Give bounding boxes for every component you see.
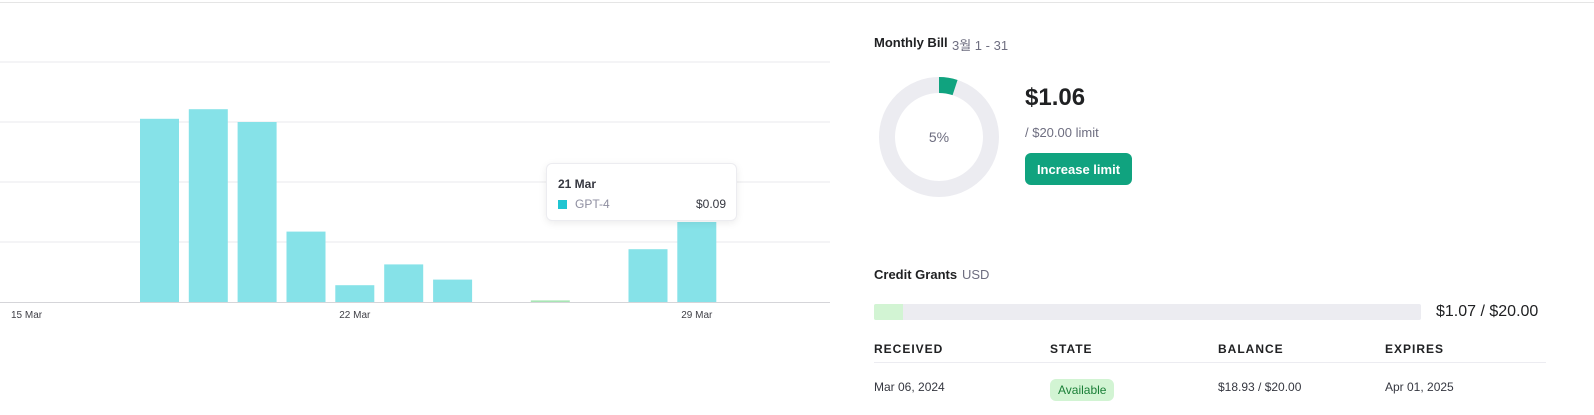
credit-usage-fill	[874, 304, 904, 320]
tooltip-series-name: GPT-4	[575, 197, 610, 211]
chart-bar-20-mar[interactable]	[237, 122, 277, 302]
chart-bar-26-mar[interactable]	[530, 300, 570, 302]
grant-state-badge: Available	[1050, 379, 1115, 401]
grant-balance: $18.93 / $20.00	[1218, 380, 1302, 394]
chart-bar-18-mar[interactable]	[140, 118, 179, 302]
column-header-balance: BALANCE	[1218, 342, 1284, 356]
top-divider	[0, 2, 1594, 3]
chart-bar-21-mar[interactable]	[286, 231, 326, 302]
bill-usage-donut	[879, 77, 999, 197]
chart-bar-19-mar[interactable]	[188, 109, 228, 302]
tooltip-date: 21 Mar	[558, 177, 597, 191]
chart-bar-29-mar[interactable]	[677, 222, 717, 302]
credit-grants-currency: USD	[962, 267, 990, 282]
x-tick-label: 15 Mar	[11, 310, 43, 321]
column-header-received: RECEIVED	[874, 342, 944, 356]
x-tick-label: 29 Mar	[681, 310, 713, 321]
monthly-bill-range: 3월 1 - 31	[952, 38, 1009, 53]
donut-usage-arc	[879, 77, 999, 197]
chart-bar-28-mar[interactable]	[628, 249, 668, 302]
grant-expires-date: Apr 01, 2025	[1385, 380, 1454, 394]
chart-bar-24-mar[interactable]	[433, 279, 473, 302]
tooltip-value: $0.09	[695, 197, 726, 211]
column-header-expires: EXPIRES	[1385, 342, 1445, 356]
bill-amount: $1.06	[1025, 84, 1086, 111]
chart-tooltip: 21 Mar GPT-4 $0.09	[546, 163, 737, 221]
x-tick-label: 22 Mar	[339, 310, 371, 321]
increase-limit-button[interactable]: Increase limit	[1025, 153, 1132, 185]
tooltip-series-swatch	[558, 200, 567, 209]
donut-percent-label: 5%	[928, 129, 950, 145]
credit-usage-amount: $1.07 / $20.00	[1436, 303, 1539, 320]
bill-limit: / $20.00 limit	[1025, 125, 1099, 140]
credit-usage-bar	[874, 304, 1421, 320]
grant-received-date: Mar 06, 2024	[874, 380, 945, 394]
credit-grants-title: Credit Grants	[874, 267, 958, 282]
chart-bar-23-mar[interactable]	[384, 264, 424, 302]
chart-bar-22-mar[interactable]	[335, 285, 375, 302]
table-header-divider	[874, 362, 1546, 363]
usage-bar-chart: 15 Mar 22 Mar 29 Mar	[0, 61, 830, 321]
monthly-bill-title: Monthly Bill	[874, 35, 948, 50]
column-header-state: STATE	[1050, 342, 1093, 356]
